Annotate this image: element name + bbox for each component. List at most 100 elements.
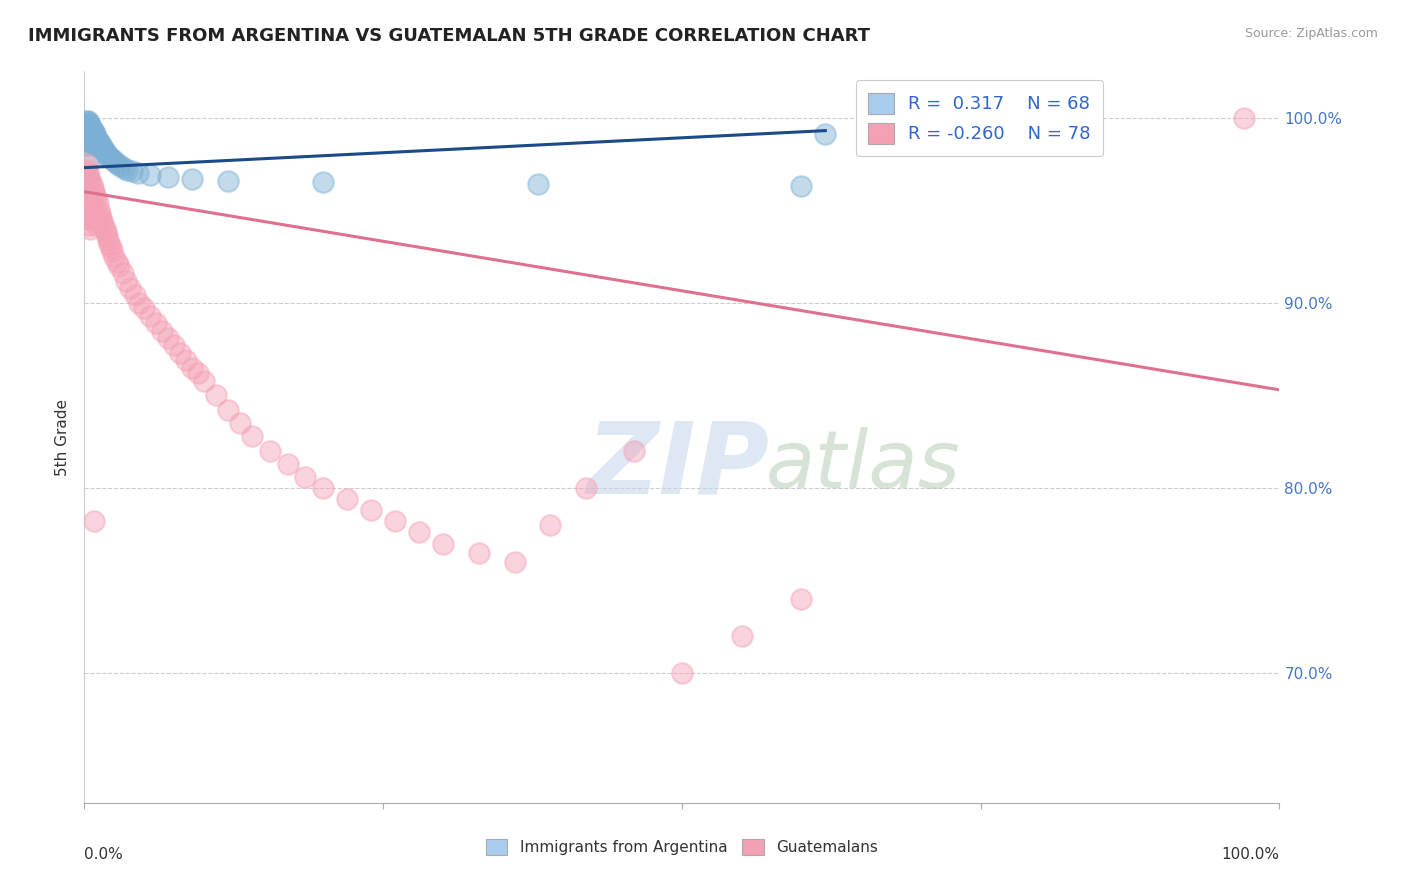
Point [96,229,118,244]
Point [384,514,406,528]
Point [76,185,98,199]
Point [157,331,180,345]
Point [75,116,97,130]
Point [790,179,813,194]
Point [76,126,98,140]
Point [86,136,108,151]
Point [79,129,101,144]
Point [89,207,111,221]
Point [80,178,103,192]
Text: Source: ZipAtlas.com: Source: ZipAtlas.com [1244,27,1378,40]
Point [132,301,156,316]
Point [77,131,100,145]
Point [91,140,114,154]
Point [79,118,101,132]
Text: 0.0%: 0.0% [84,847,124,862]
Point [181,360,204,375]
Point [100,240,122,254]
Point [77,192,100,206]
Point [181,171,204,186]
Point [150,324,173,338]
Point [111,266,134,280]
Point [86,195,108,210]
Point [94,226,117,240]
Point [671,666,693,681]
Point [77,133,100,147]
Point [82,181,104,195]
Point [105,255,128,269]
Point [527,178,550,192]
Point [87,140,110,154]
Point [77,136,100,151]
Point [277,457,299,471]
Point [229,416,252,430]
Point [82,123,104,137]
Point [80,128,103,142]
Point [75,157,97,171]
Point [623,444,645,458]
Point [77,120,100,134]
Point [97,233,120,247]
Point [108,259,131,273]
Point [79,173,101,187]
Point [294,470,316,484]
Point [86,131,108,145]
Point [80,121,103,136]
Point [75,123,97,137]
Point [77,169,100,184]
Point [96,147,118,161]
Point [205,388,228,402]
Point [432,536,454,550]
Point [77,116,100,130]
Point [89,136,111,151]
Point [790,592,813,607]
Point [157,169,180,184]
Point [814,128,837,142]
Point [86,138,108,153]
Point [93,142,115,156]
Point [77,218,100,232]
Y-axis label: 5th Grade: 5th Grade [55,399,70,475]
Point [312,481,335,495]
Point [128,295,150,310]
Point [76,121,98,136]
Point [77,128,100,142]
Legend: Immigrants from Argentina, Guatemalans: Immigrants from Argentina, Guatemalans [479,833,884,861]
Point [93,221,115,235]
Point [98,236,121,251]
Point [83,185,105,199]
Point [86,133,108,147]
Point [100,152,122,166]
Point [103,250,125,264]
Point [94,145,117,160]
Point [77,166,100,180]
Point [163,338,186,352]
Point [87,135,110,149]
Point [87,203,110,218]
Point [118,281,141,295]
Point [75,120,97,134]
Point [217,403,239,417]
Point [77,126,100,140]
Point [139,168,162,182]
Point [79,221,101,235]
Point [80,203,103,218]
Point [83,514,105,528]
Point [76,118,98,132]
Point [76,114,98,128]
Point [104,155,127,169]
Point [408,525,430,540]
Point [1233,111,1256,125]
Point [76,162,98,177]
Point [77,114,100,128]
Point [86,192,108,206]
Point [169,346,191,360]
Point [83,136,105,151]
Point [540,518,562,533]
Point [83,211,105,225]
Point [97,149,120,163]
Point [115,274,138,288]
Point [79,135,101,149]
Point [90,138,112,153]
Point [82,129,104,144]
